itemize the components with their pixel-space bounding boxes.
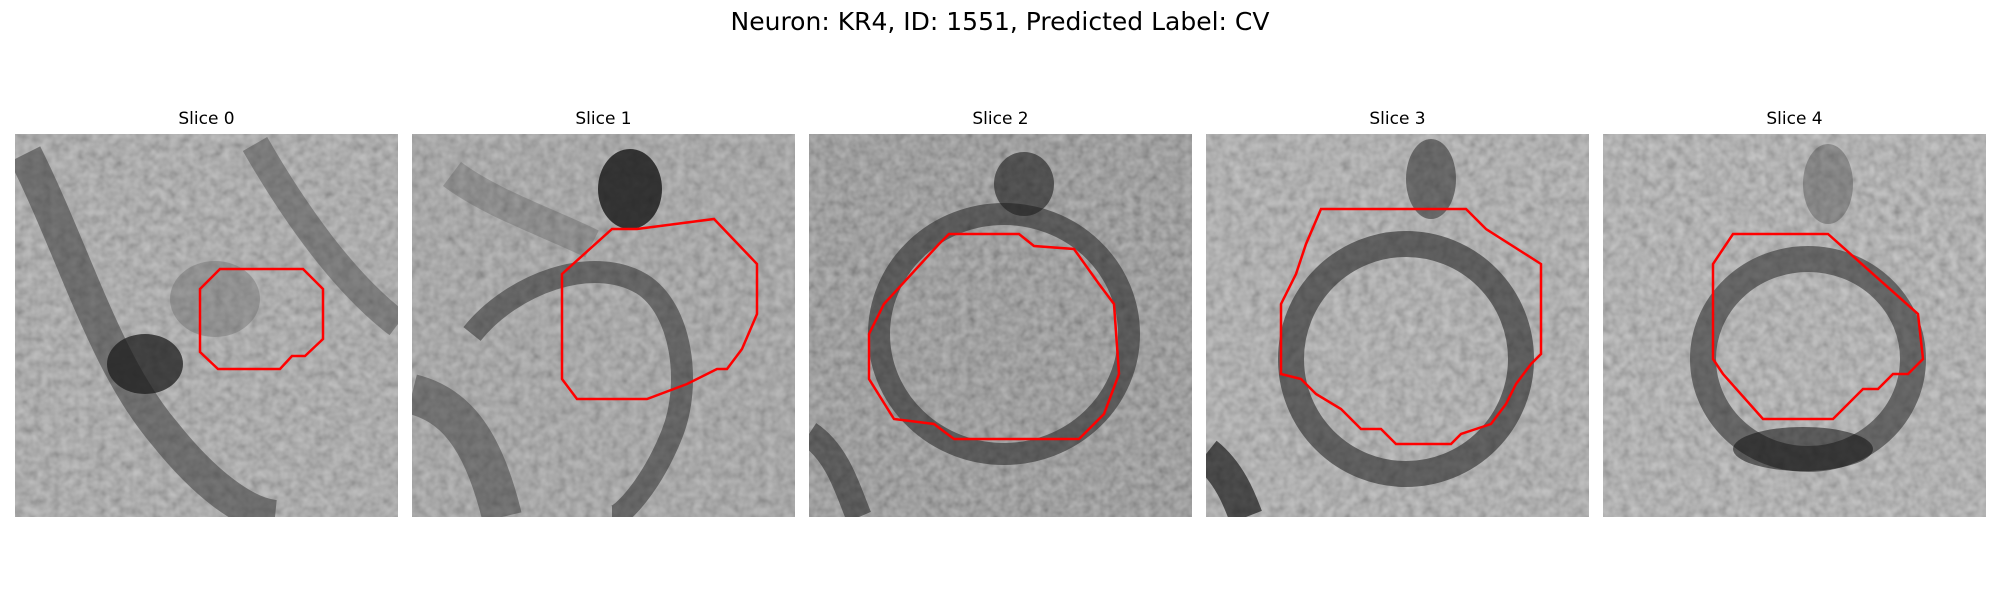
image-noise — [15, 134, 398, 517]
dark-spot — [994, 152, 1054, 216]
slice-panel-4: Slice 4 — [1603, 108, 1986, 517]
dark-spot — [1803, 144, 1853, 224]
image-noise — [1206, 134, 1589, 517]
slice-title: Slice 1 — [575, 109, 632, 129]
segmentation-contour — [1711, 232, 1925, 421]
dark-spot — [1733, 427, 1873, 471]
membrane-band — [463, 261, 693, 517]
membrane-band — [443, 161, 599, 258]
dark-spot — [170, 261, 260, 337]
membrane-band — [412, 374, 522, 517]
membrane-band — [1206, 440, 1262, 517]
slice-panel-2: Slice 2 — [809, 108, 1192, 517]
slice-title: Slice 2 — [972, 109, 1029, 129]
slice-image-0 — [15, 134, 398, 517]
slice-panel-3: Slice 3 — [1206, 108, 1589, 517]
slice-image-3 — [1206, 134, 1589, 517]
segmentation-contour — [1279, 207, 1543, 446]
slice-image-2 — [809, 134, 1192, 517]
cell-membrane — [868, 203, 1140, 465]
dark-spot — [107, 334, 183, 394]
figure-title: Neuron: KR4, ID: 1551, Predicted Label: … — [730, 7, 1270, 36]
slice-image-4 — [1603, 134, 1986, 517]
dark-spot — [598, 149, 662, 229]
segmentation-contour — [560, 217, 759, 401]
slice-title: Slice 0 — [178, 109, 235, 129]
segmentation-contour — [198, 267, 325, 371]
segmentation-contour — [867, 232, 1121, 441]
membrane-band — [809, 423, 871, 517]
slice-title: Slice 4 — [1766, 109, 1823, 129]
slice-panel-0: Slice 0 — [15, 108, 398, 517]
dark-spot — [1406, 139, 1456, 219]
membrane-band — [15, 146, 278, 517]
slice-panel-1: Slice 1 — [412, 108, 795, 517]
membrane-band — [242, 137, 398, 336]
slice-image-1 — [412, 134, 795, 517]
cell-membrane — [1278, 231, 1534, 487]
slice-title: Slice 3 — [1369, 109, 1426, 129]
